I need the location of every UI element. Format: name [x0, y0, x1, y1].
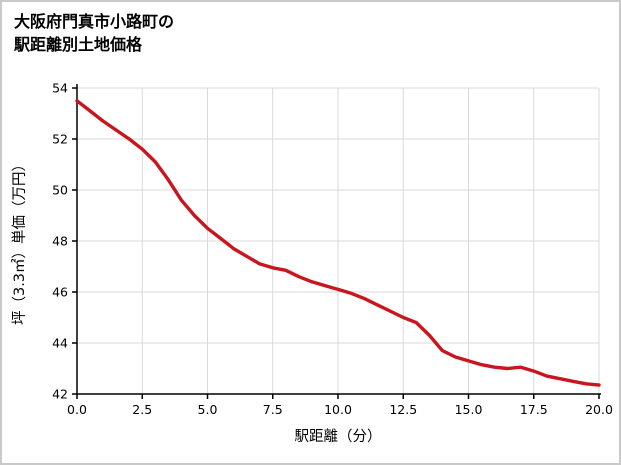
y-tick-label: 52 [52, 132, 68, 147]
x-axis-title: 駅距離（分） [295, 427, 382, 445]
x-tick-label: 5.0 [198, 402, 218, 417]
x-tick-label: 12.5 [389, 402, 417, 417]
chart-title: 大阪府門真市小路町の 駅距離別土地価格 [14, 10, 174, 56]
y-axis-title: 坪（3.3㎡）単価（万円） [11, 157, 28, 325]
y-tick-label: 50 [52, 183, 68, 198]
x-tick-label: 0.0 [67, 402, 87, 417]
x-tick-label: 15.0 [455, 402, 483, 417]
chart-title-line2: 駅距離別土地価格 [14, 35, 143, 54]
y-tick-label: 46 [52, 285, 68, 300]
x-tick-label: 17.5 [520, 402, 548, 417]
y-tick-label: 54 [52, 81, 68, 96]
x-tick-label: 20.0 [585, 402, 613, 417]
x-tick-label: 7.5 [263, 402, 283, 417]
x-tick-label: 10.0 [324, 402, 352, 417]
y-tick-label: 44 [52, 336, 68, 351]
y-tick-label: 48 [52, 234, 68, 249]
y-tick-label: 42 [52, 387, 68, 402]
chart-title-line1: 大阪府門真市小路町の [14, 12, 175, 31]
x-tick-label: 2.5 [132, 402, 152, 417]
price-line-series [75, 99, 601, 387]
line-chart: 0.0 2.5 5.0 7.5 10.0 12.5 15.0 17.5 20.0 42 44 46 48… [11, 81, 613, 446]
